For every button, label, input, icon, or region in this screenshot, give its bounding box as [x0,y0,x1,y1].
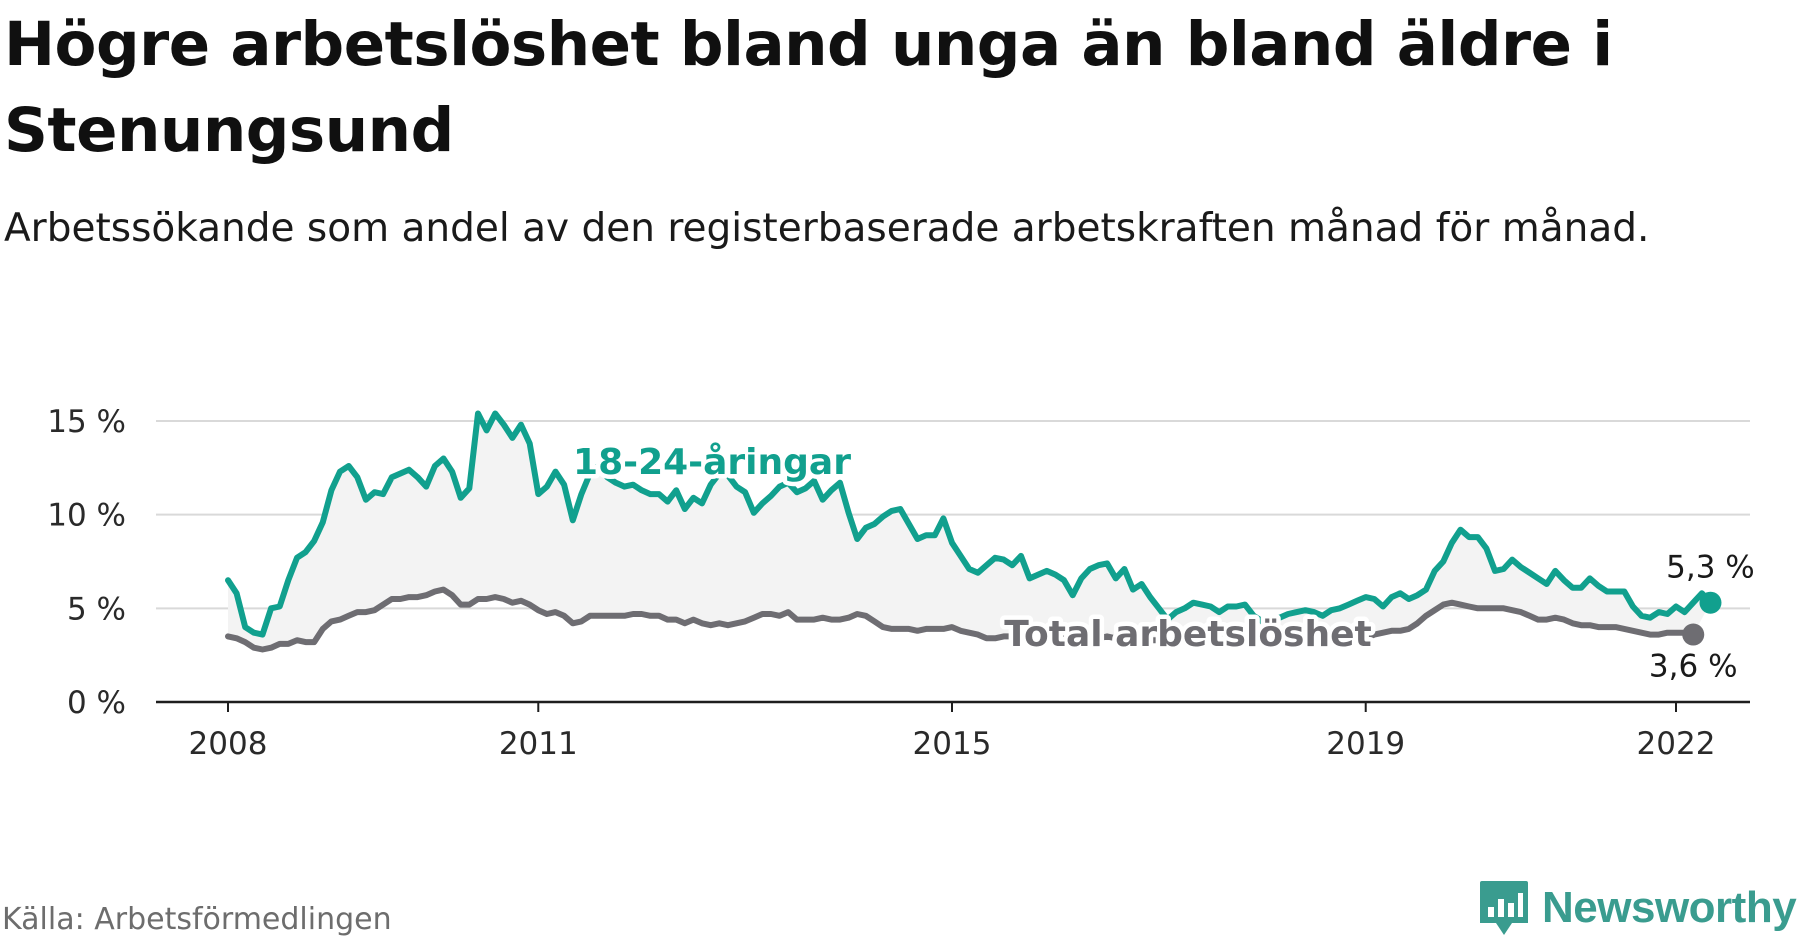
chart-title: Högre arbetslöshet bland unga än bland ä… [4,9,1613,166]
chart-subtitle: Arbetssökande som andel av den registerb… [4,206,1650,251]
gap-area [228,413,1711,650]
y-tick-label: 0 % [67,685,126,721]
y-tick-label: 15 % [47,404,126,440]
x-tick-label: 2015 [913,726,992,762]
newsworthy-logo-icon [1480,881,1528,935]
end-point-youth [1699,591,1722,614]
x-tick-label: 2022 [1637,726,1716,762]
end-point-total [1682,623,1705,646]
x-tick-label: 2011 [499,726,578,762]
x-tick-label: 2008 [189,726,268,762]
series-line-total [225,586,1697,653]
end-value-youth: 5,3 % [1666,550,1755,586]
y-tick-label: 5 % [67,591,126,627]
x-axis-ticks: 2008 2011 2015 2019 2022 [189,702,1716,762]
x-tick-label: 2019 [1326,726,1405,762]
series-label-total: Total arbetslöshet [1004,614,1372,655]
y-tick-label: 10 % [47,498,126,534]
source-note: Källa: Arbetsförmedlingen [2,902,392,937]
y-axis-ticks: 0 % 5 % 10 % 15 % [47,404,126,721]
brand-name: Newsworthy [1542,883,1797,932]
brand-logo: Newsworthy [1478,878,1797,938]
series-line-youth [225,410,1714,638]
end-value-total: 3,6 % [1649,649,1738,685]
series-label-youth: 18-24-åringar [573,442,851,483]
